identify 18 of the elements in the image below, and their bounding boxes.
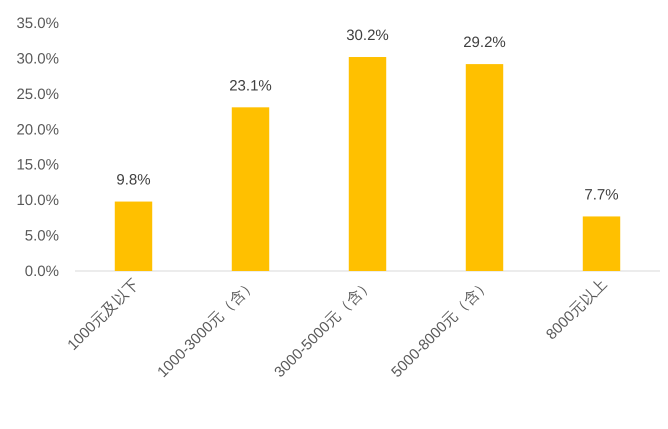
y-tick-label: 20.0% <box>16 121 59 138</box>
y-tick-label: 35.0% <box>16 15 59 32</box>
bar <box>466 64 504 271</box>
y-tick-label: 0.0% <box>24 263 59 280</box>
y-tick-label: 30.0% <box>16 50 59 68</box>
y-tick-label: 15.0% <box>16 156 59 174</box>
data-label: 9.8% <box>116 172 151 189</box>
data-label: 7.7% <box>584 186 619 204</box>
y-tick-label: 10.0% <box>16 192 59 210</box>
bar <box>348 57 386 271</box>
y-tick-label: 25.0% <box>16 86 59 103</box>
bar <box>232 107 270 271</box>
y-tick-label: 5.0% <box>24 228 59 245</box>
bar <box>114 202 152 271</box>
data-label: 30.2% <box>346 27 389 44</box>
data-label: 29.2% <box>463 34 506 52</box>
data-label: 23.1% <box>229 77 272 94</box>
bar <box>582 216 620 271</box>
